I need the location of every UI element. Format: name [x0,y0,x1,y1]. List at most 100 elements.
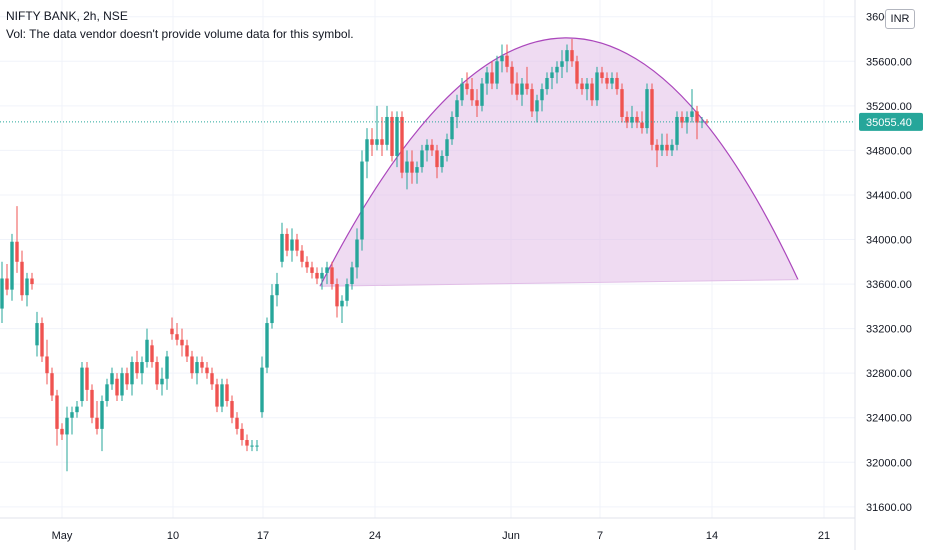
candle [410,150,414,184]
candle [275,272,279,307]
time-tick-label: 17 [257,530,269,542]
time-tick-label: 7 [597,530,603,542]
candle [75,401,79,418]
candle [10,233,14,301]
price-tick-label: 34000.00 [866,235,912,247]
candle-body [300,250,304,262]
candle [15,206,19,273]
candle [695,105,699,140]
candle-body [530,89,534,112]
candle [300,245,304,268]
candle-body [320,272,324,279]
candle [550,66,554,90]
candle [375,105,379,151]
candle-body [210,373,214,385]
candle [495,55,499,90]
candle [80,362,84,407]
candle-body [665,144,669,151]
candle-body [630,116,634,123]
candle-body [310,267,314,273]
candle-body [260,367,264,413]
candle [180,328,184,357]
candle-body [565,50,569,62]
candle-body [45,356,49,374]
time-axis[interactable]: May 10 17 24 Jun 7 14 21 [0,517,855,542]
price-tick-label: 34400.00 [866,190,912,202]
candle-body [280,233,284,262]
candle-body [605,77,609,84]
candle-body [670,144,674,151]
candle-body [360,161,364,240]
time-tick-label: 21 [818,530,830,542]
candle [505,44,509,73]
candle-body [60,428,64,435]
candle-body [255,445,259,447]
candle-body [460,83,464,101]
candle-body [205,367,209,374]
candle [440,150,444,173]
candle-body [115,378,119,396]
arc-drawing[interactable] [319,37,799,287]
candle-body [95,417,99,429]
candle [435,144,439,179]
candle [645,83,649,134]
candle [625,111,629,129]
candle [420,144,424,173]
candle [640,111,644,134]
candle-body [505,55,509,67]
candle [50,367,54,402]
candle-body [195,362,199,374]
candle [530,83,534,117]
currency-badge[interactable]: INR [885,9,915,29]
candle [315,267,319,285]
candle-body [405,161,409,173]
candle [390,111,394,162]
candle-body [445,139,449,156]
price-tick-label: 33200.00 [866,324,912,336]
time-tick-label: 10 [167,530,179,542]
candle-body [560,61,564,67]
candle-body [590,83,594,101]
candle-body [535,100,539,112]
candle [485,66,489,95]
candle [295,233,299,257]
candle [110,367,114,390]
candle-body [600,72,604,78]
candle-body [25,278,29,296]
candle-body [545,77,549,90]
candle [400,111,404,179]
candle [30,272,34,290]
candle [545,72,549,95]
price-axis[interactable]: 31600.00 32000.00 32400.00 32800.00 33200.00… [854,0,923,550]
candle-body [185,345,189,357]
candle-body [385,116,389,145]
candle-body [500,55,504,62]
symbol-legend[interactable]: NIFTY BANK, 2h, NSE [6,9,128,23]
arc-curve[interactable] [319,37,799,287]
candle [665,133,669,156]
candle [55,389,59,446]
candle-body [695,111,699,123]
candle [35,311,39,357]
candle [630,105,634,129]
candle-body [180,339,184,346]
candle-body [680,116,684,123]
candle-body [10,241,14,290]
candle-body [250,445,254,447]
candle-body [15,241,19,262]
candle [255,440,259,452]
candle [155,356,159,390]
candle-body [510,66,514,84]
candle-body [340,300,344,307]
candle [225,378,229,407]
candle-body [525,83,529,90]
candle [115,373,119,402]
candle-body [225,384,229,402]
candle-body [350,267,354,285]
candle-body [200,362,204,368]
candle-body [35,323,39,346]
candle [600,66,604,84]
candle [680,111,684,129]
candle-body [100,401,104,429]
